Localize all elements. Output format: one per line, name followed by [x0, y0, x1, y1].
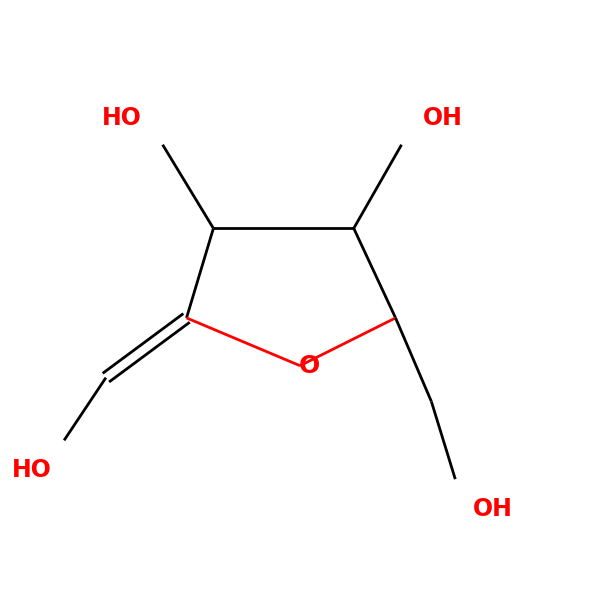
Text: HO: HO — [102, 106, 142, 130]
Text: OH: OH — [473, 497, 513, 521]
Text: O: O — [298, 353, 320, 377]
Text: OH: OH — [422, 106, 463, 130]
Text: HO: HO — [12, 458, 52, 482]
